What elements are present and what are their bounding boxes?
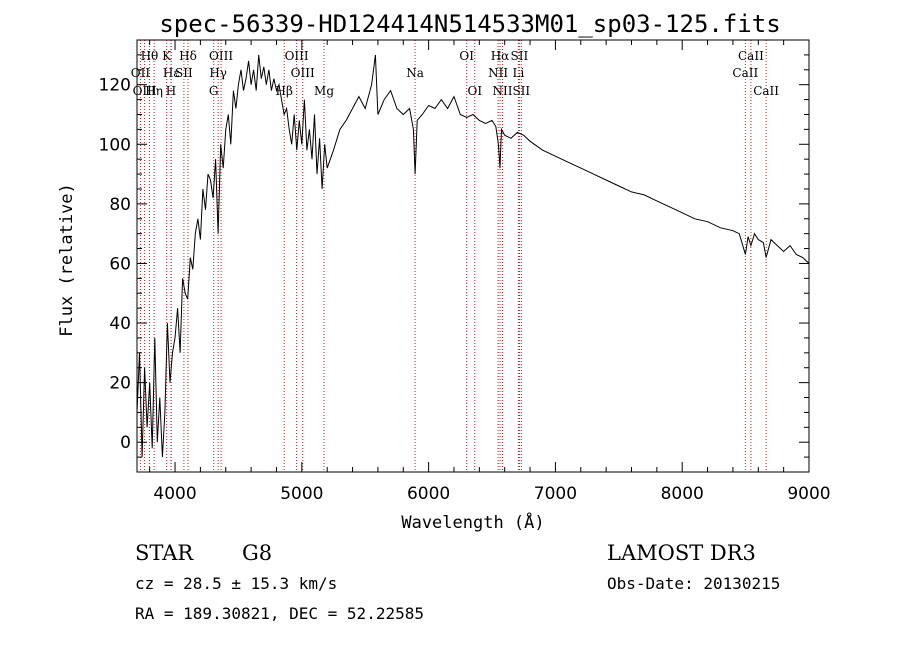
- x-tick-label-2: 6000: [407, 484, 450, 504]
- x-tick-label-0: 4000: [153, 484, 196, 504]
- line-label-26: CaII: [732, 66, 758, 80]
- coordinates-text: RA = 189.30821, DEC = 52.22585: [135, 604, 424, 623]
- line-label-11: G: [209, 84, 219, 98]
- line-label-12: OIII: [285, 49, 309, 63]
- x-axis-label: Wavelength (Å): [401, 511, 544, 533]
- line-label-19: Hα: [491, 49, 510, 63]
- line-label-9: OIII: [209, 49, 233, 63]
- line-label-4: OIII: [133, 84, 157, 98]
- y-axis-label: Flux (relative): [57, 183, 77, 337]
- line-label-23: NII: [493, 84, 513, 98]
- spectrum-line: [136, 54, 810, 458]
- line-label-18: OI: [467, 84, 482, 98]
- line-label-7: SII: [175, 66, 193, 80]
- x-tick-label-1: 5000: [280, 484, 323, 504]
- spectral-line-markers: [139, 40, 767, 472]
- line-label-20: SII: [511, 49, 529, 63]
- redshift-text: cz = 28.5 ± 15.3 km/s: [135, 574, 337, 593]
- obs-date: Obs-Date: 20130215: [607, 574, 780, 593]
- line-label-2: Hθ: [141, 49, 159, 63]
- line-label-24: SII: [512, 84, 530, 98]
- line-label-25: CaII: [738, 49, 764, 63]
- y-tick-label-6: 120: [99, 76, 131, 96]
- line-label-6: Hε: [163, 66, 180, 80]
- y-tick-label-2: 40: [109, 314, 131, 334]
- line-label-27: CaII: [753, 84, 779, 98]
- x-axis-ticks: 4000 5000 6000 7000 8000 9000: [149, 40, 831, 504]
- survey-name: LAMOST DR3: [607, 541, 756, 565]
- y-tick-label-5: 100: [99, 135, 131, 155]
- y-tick-label-3: 60: [109, 254, 131, 274]
- line-label-10: Hγ: [209, 66, 227, 80]
- line-label-21: NII: [488, 66, 508, 80]
- line-label-1: K: [162, 49, 172, 63]
- x-tick-label-5: 9000: [787, 484, 830, 504]
- y-tick-label-1: 20: [109, 374, 131, 394]
- line-label-22: Li: [512, 66, 524, 80]
- x-tick-label-4: 8000: [661, 484, 704, 504]
- line-label-5: Hη: [145, 84, 163, 98]
- plot-frame: [136, 39, 810, 473]
- x-tick-label-3: 7000: [534, 484, 577, 504]
- line-label-15: Mg: [314, 84, 334, 98]
- line-label-13: OIII: [291, 66, 315, 80]
- y-tick-label-0: 0: [120, 433, 131, 453]
- line-label-17: OI: [459, 49, 474, 63]
- line-label-8: H: [166, 84, 176, 98]
- line-label-0: Hδ: [179, 49, 197, 63]
- object-class: STAR: [135, 541, 194, 565]
- y-tick-label-4: 80: [109, 195, 131, 215]
- line-label-3: OII: [131, 66, 151, 80]
- chart-title: spec-56339-HD124414N514533M01_sp03-125.f…: [159, 10, 780, 38]
- line-label-16: Na: [406, 66, 424, 80]
- y-axis-ticks: 0 20 40 60 80 100 120: [99, 54, 809, 458]
- object-subclass: G8: [242, 541, 272, 565]
